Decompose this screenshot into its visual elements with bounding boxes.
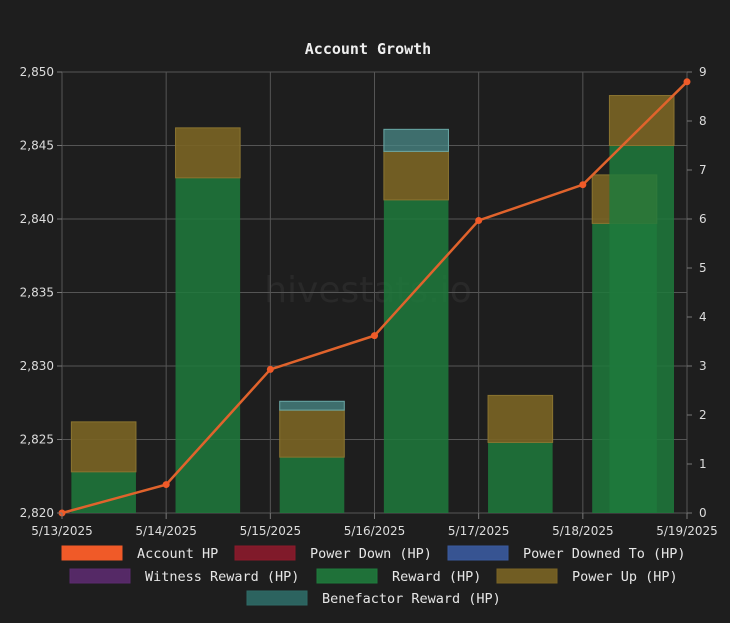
account-hp-point (579, 181, 587, 189)
legend-label: Power Down (HP) (310, 546, 432, 562)
legend-label: Power Downed To (HP) (523, 546, 686, 562)
right-axis-tick-label: 3 (699, 359, 707, 373)
x-axis-tick-label: 5/13/2025 (31, 524, 93, 538)
x-axis-tick-label: 5/15/2025 (240, 524, 302, 538)
reward-bar (383, 199, 449, 513)
right-axis-tick-label: 2 (699, 408, 707, 422)
x-axis-tick-label: 5/14/2025 (135, 524, 197, 538)
power-up-bar (279, 409, 345, 458)
x-axis-tick-label: 5/18/2025 (552, 524, 614, 538)
legend-swatch (496, 568, 558, 584)
legend-label: Power Up (HP) (572, 569, 678, 585)
bars-group (70, 95, 675, 513)
right-axis-tick-label: 8 (699, 114, 707, 128)
right-axis-tick-label: 0 (699, 506, 707, 520)
right-axis-tick-label: 1 (699, 457, 707, 471)
right-axis-tick-label: 5 (699, 261, 707, 275)
account-hp-line-group (58, 78, 691, 517)
account-hp-point (683, 78, 691, 86)
left-axis-tick-label: 2,840 (20, 212, 54, 226)
power-up-bar (70, 421, 137, 473)
legend-swatch (61, 545, 123, 561)
x-axis-tick-label: 5/17/2025 (448, 524, 510, 538)
power-up-bar (383, 150, 449, 201)
right-axis-tick-label: 6 (699, 212, 707, 226)
reward-bar (488, 442, 553, 513)
legend-swatch (69, 568, 131, 584)
reward-bar (609, 145, 674, 513)
chart-title: Account Growth (305, 40, 431, 58)
left-axis-tick-label: 2,850 (20, 65, 54, 79)
legend-label: Account HP (137, 546, 218, 562)
legend-swatch (234, 545, 296, 561)
account-hp-point (371, 332, 378, 340)
legend-swatch (246, 590, 308, 606)
benefactor-reward-bar (279, 400, 345, 411)
axes-group: 2,820 2,825 2,830 2,835 2,840 2,845 2,850 0 1 2 3 4… (20, 65, 718, 538)
legend-label: Reward (HP) (392, 569, 481, 585)
reward-bar (71, 471, 136, 513)
right-axis-tick-label: 9 (699, 65, 707, 79)
account-hp-point (162, 481, 170, 489)
reward-bar (279, 457, 345, 513)
account-hp-point (475, 216, 483, 224)
left-axis-tick-label: 2,845 (20, 139, 54, 153)
x-axis-tick-label: 5/19/2025 (656, 524, 718, 538)
reward-bar (175, 177, 241, 513)
right-axis-tick-label: 4 (699, 310, 707, 324)
legend-swatch (316, 568, 378, 584)
left-axis-tick-label: 2,830 (20, 359, 54, 373)
benefactor-reward-bar (383, 128, 449, 152)
left-axis-tick-label: 2,835 (20, 286, 54, 300)
legend: Account HP Power Down (HP) Power Downed To… (61, 545, 686, 607)
left-axis-tick-label: 2,825 (20, 433, 54, 447)
legend-label: Benefactor Reward (HP) (322, 591, 501, 607)
x-axis-tick-label: 5/16/2025 (344, 524, 406, 538)
legend-swatch (447, 545, 509, 561)
account-hp-point (266, 365, 274, 373)
power-up-bar (487, 394, 554, 443)
left-axis-tick-label: 2,820 (20, 506, 54, 520)
legend-label: Witness Reward (HP) (145, 569, 299, 585)
right-axis-tick-label: 7 (699, 163, 707, 177)
power-up-bar (175, 127, 241, 179)
